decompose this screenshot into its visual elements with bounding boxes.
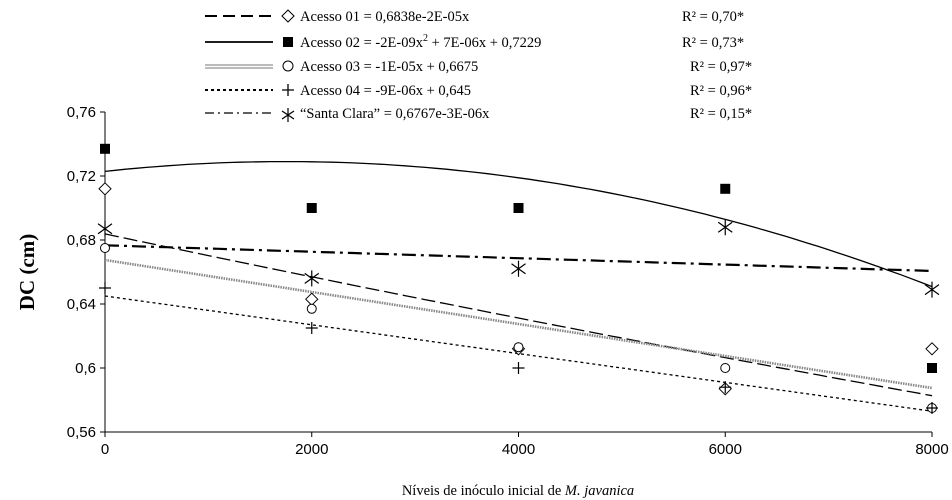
data-point-series-5 — [717, 219, 733, 236]
data-point-series-5 — [304, 270, 320, 287]
y-axis-title: DC (cm) — [15, 234, 39, 310]
x-tick-label: 4000 — [502, 441, 535, 458]
x-tick-label: 2000 — [295, 441, 328, 458]
data-point-series-4 — [719, 381, 732, 394]
y-tick-label: 0,76 — [67, 104, 96, 121]
legend-label-acesso-04: Acesso 04 = -9E-06x + 0,645 — [300, 83, 471, 99]
x-tick-label: 0 — [101, 441, 109, 458]
y-tick-label: 0,56 — [67, 424, 96, 441]
data-point-series-5 — [924, 281, 940, 298]
trend-line-3 — [104, 258, 933, 390]
legend-r2-acesso-04: R² = 0,96* — [690, 83, 752, 99]
y-tick-label: 0,6 — [75, 360, 96, 377]
legend-marker-square — [283, 37, 293, 47]
legend-label-acesso-02: Acesso 02 = -2E-09x2 + 7E-06x + 0,7229 — [300, 33, 541, 51]
data-point-series-4 — [305, 322, 318, 334]
trend-line-2 — [104, 160, 933, 288]
data-point-series-2 — [513, 203, 524, 213]
legend-label-acesso-01: Acesso 01 = 0,6838e-2E-05x — [300, 9, 470, 25]
data-point-series-4 — [926, 402, 938, 414]
y-tick-label: 0,68 — [67, 232, 96, 249]
data-point-series-2 — [720, 183, 731, 194]
legend: Acesso 01 = 0,6838e-2E-05x R² = 0,70* Ac… — [205, 9, 752, 122]
trend-line-5 — [104, 244, 933, 273]
data-point-series-2 — [306, 203, 317, 213]
y-tick-label: 0,64 — [67, 296, 96, 313]
data-point-series-5 — [97, 220, 113, 237]
legend-marker-asterisk — [281, 108, 295, 122]
data-point-series-1 — [925, 342, 939, 356]
legend-label-acesso-03: Acesso 03 = -1E-05x + 0,6675 — [300, 59, 478, 75]
legend-r2-acesso-03: R² = 0,97* — [690, 59, 752, 75]
data-point-series-2 — [100, 143, 110, 154]
ticks: 0,56 0,6 0,64 0,68 0,72 0,76 0 2000 4000 6000 8000 — [67, 104, 949, 458]
trend-line-4 — [104, 295, 933, 412]
data-point-series-1 — [98, 182, 112, 196]
data-point-series-3 — [513, 342, 524, 353]
x-tick-label: 8000 — [915, 441, 948, 458]
data-point-series-1 — [305, 292, 319, 306]
legend-r2-acesso-01: R² = 0,70* — [682, 9, 744, 25]
data-point-series-2 — [927, 363, 937, 373]
legend-label-santa-clara: “Santa Clara” = 0,6767e-3E-06x — [300, 106, 490, 122]
data-points — [97, 143, 940, 414]
legend-r2-acesso-02: R² = 0,73* — [682, 35, 744, 51]
trend-lines — [104, 160, 933, 412]
data-point-series-4 — [99, 282, 111, 294]
legend-marker-plus — [282, 84, 294, 96]
data-point-series-3 — [100, 243, 110, 253]
y-tick-label: 0,72 — [67, 168, 96, 185]
x-tick-label: 6000 — [709, 441, 742, 458]
legend-marker-circle — [282, 60, 294, 72]
data-point-series-4 — [512, 362, 525, 374]
legend-marker-diamond — [281, 9, 295, 23]
data-point-series-5 — [511, 260, 526, 277]
data-point-series-3 — [720, 363, 731, 373]
data-point-series-3 — [306, 303, 317, 314]
legend-r2-santa-clara: R² = 0,15* — [690, 106, 752, 122]
x-axis-title: Níveis de inóculo inicial de M. javanica — [402, 483, 634, 499]
trend-line-1 — [104, 233, 933, 397]
